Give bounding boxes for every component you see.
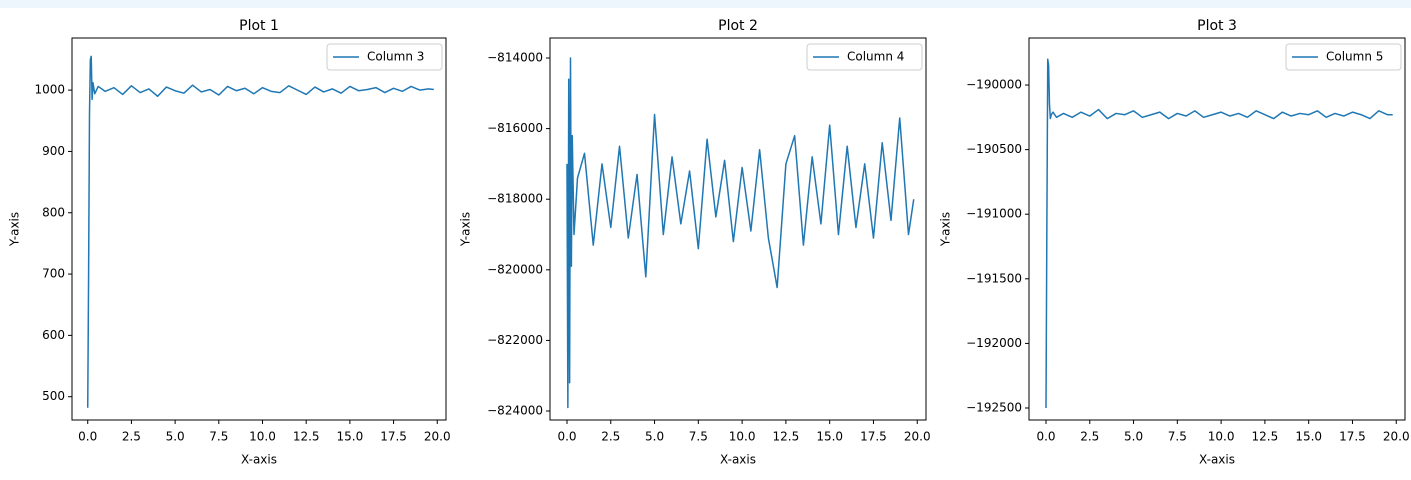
legend-box [806,43,923,71]
x-tick-label: 7.5 [689,430,708,444]
y-axis-label: Y-axis [939,212,953,247]
legend-box [1285,43,1402,71]
y-tick-label: −824000 [487,403,543,417]
y-tick-label: 1000 [34,83,65,97]
y-tick-label: 800 [42,205,65,219]
x-tick-label: 20.0 [904,430,931,444]
x-tick-label: 17.5 [1339,430,1366,444]
legend-label: Column 4 [847,50,904,64]
y-tick-label: −191500 [966,271,1022,285]
plot-frame [71,37,447,421]
x-tick-label: 5.0 [166,430,185,444]
y-tick-label: −192000 [966,336,1022,350]
x-tick-label: 12.5 [293,430,320,444]
x-tick-label: 10.0 [1208,430,1235,444]
data-line [86,55,434,408]
x-tick-label: 2.5 [1080,430,1099,444]
x-tick-label: 17.5 [860,430,887,444]
y-tick-label: −190000 [966,78,1022,92]
x-axis-label: X-axis [241,453,277,467]
x-tick-label: 10.0 [729,430,756,444]
y-tick-label: 700 [42,267,65,281]
x-tick-label: 5.0 [645,430,664,444]
top-band [0,0,1411,8]
y-tick-label: −192500 [966,400,1022,414]
x-tick-label: 0.0 [557,430,576,444]
x-tick-label: 5.0 [1124,430,1143,444]
data-line [1045,58,1393,408]
x-tick-label: 15.0 [1295,430,1322,444]
y-tick-label: 500 [42,389,65,403]
legend-box [326,43,443,71]
y-tick-label: −822000 [487,333,543,347]
y-tick-label: −820000 [487,262,543,276]
x-tick-label: 7.5 [209,430,228,444]
y-tick-label: −190500 [966,142,1022,156]
y-tick-label: −816000 [487,121,543,135]
x-tick-label: 12.5 [1252,430,1279,444]
plot-frame [549,37,927,421]
x-axis-label: X-axis [720,453,756,467]
x-tick-label: 0.0 [78,430,97,444]
x-tick-label: 15.0 [337,430,364,444]
y-axis-label: Y-axis [8,212,22,247]
y-tick-label: −814000 [487,51,543,65]
y-tick-label: 600 [42,328,65,342]
x-tick-label: 12.5 [773,430,800,444]
y-tick-label: 900 [42,144,65,158]
chart-title: Plot 3 [1197,18,1237,34]
x-tick-label: 0.0 [1036,430,1055,444]
legend-label: Column 5 [1326,50,1383,64]
x-tick-label: 15.0 [816,430,843,444]
y-tick-label: −818000 [487,192,543,206]
x-tick-label: 17.5 [380,430,407,444]
chart-title: Plot 1 [239,18,279,34]
x-tick-label: 10.0 [249,430,276,444]
y-axis-label: Y-axis [459,212,473,247]
x-tick-label: 20.0 [1383,430,1410,444]
legend-label: Column 3 [367,50,424,64]
x-tick-label: 20.0 [424,430,451,444]
plot-frame [1028,37,1406,421]
data-line [566,57,915,409]
chart-title: Plot 2 [718,18,758,34]
x-axis-label: X-axis [1199,453,1235,467]
x-tick-label: 7.5 [1168,430,1187,444]
y-tick-label: −191000 [966,207,1022,221]
x-tick-label: 2.5 [122,430,141,444]
x-tick-label: 2.5 [601,430,620,444]
